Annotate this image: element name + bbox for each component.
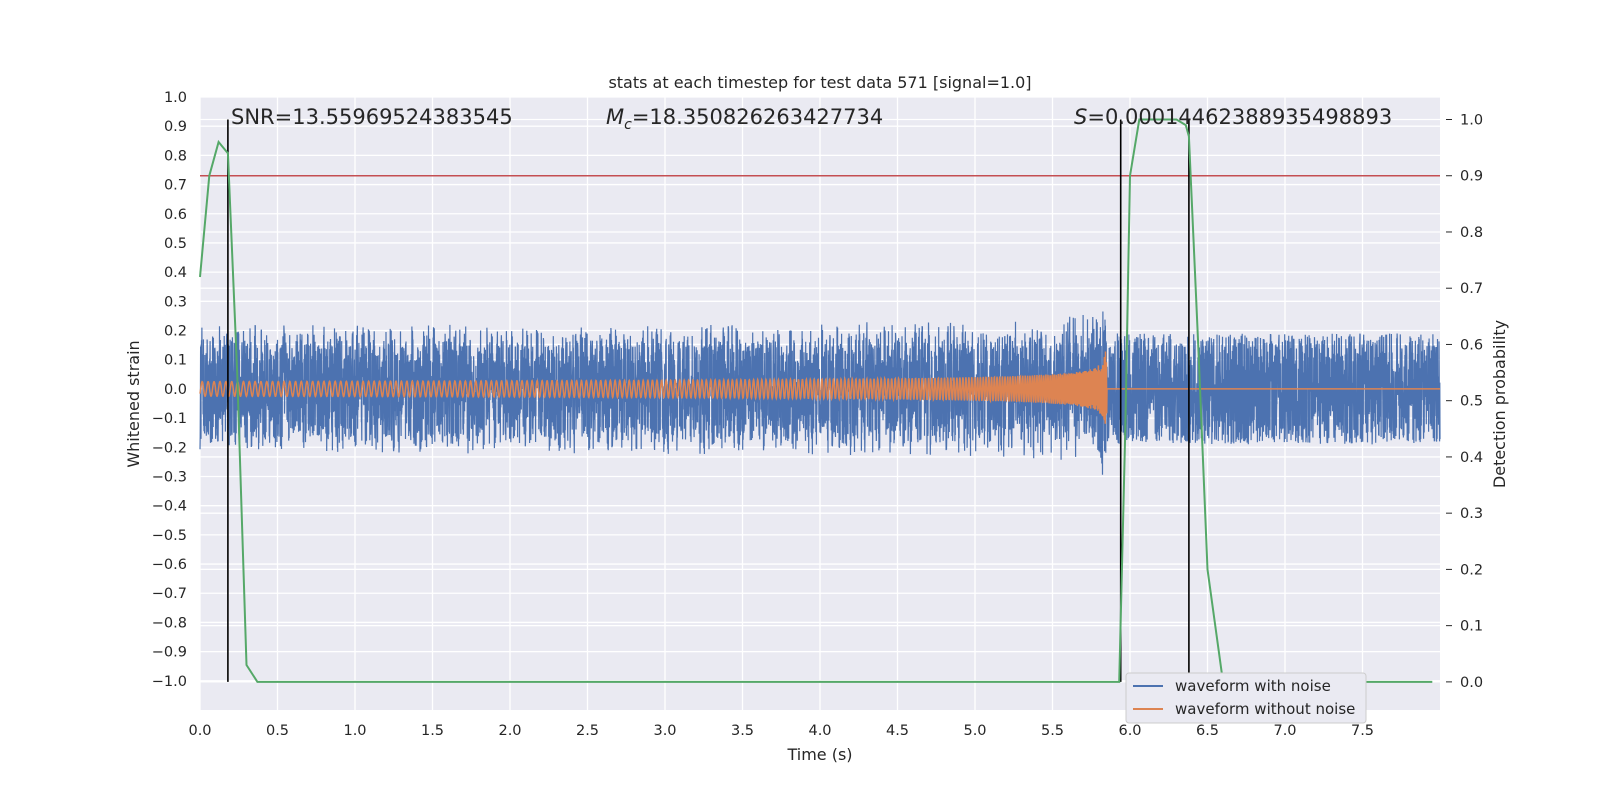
s-annotation: S=0.00014462388935498893 [1074,105,1392,129]
y-tick-label: 0.1 [164,353,187,369]
legend-label-waveform-without-noise: waveform without noise [1175,700,1355,718]
x-tick-label: 2.5 [576,723,599,739]
x-tick-label: 1.5 [421,723,444,739]
right-y-tick-label: 0.5 [1460,394,1483,410]
x-axis-label: Time (s) [786,745,852,764]
y-tick-label: −0.6 [152,557,187,573]
x-tick-label: 7.5 [1351,723,1374,739]
y-tick-label: −0.5 [152,528,187,544]
y-tick-label: 0.8 [164,148,187,164]
y-tick-label: −0.8 [152,615,187,631]
y-tick-label: 0.0 [164,382,187,398]
y-tick-label: 0.6 [164,207,187,223]
x-tick-label: 0.0 [188,723,211,739]
y-tick-label: −0.7 [152,586,187,602]
y-tick-labels: 1.0 0.9 0.8 0.7 0.6 0.5 0.4 0.3 0.2 0.1 0.0 −0.1 −0.… [152,90,187,690]
right-y-tick-label: 0.1 [1460,619,1483,635]
x-tick-label: 6.0 [1118,723,1141,739]
chirp-mass-value: =18.350826263427734 [632,105,883,129]
y-tick-label: −0.3 [152,469,187,485]
x-tick-label: 1.0 [343,723,366,739]
s-symbol: S [1074,105,1087,129]
snr-annotation: SNR=13.55969524383545 [231,105,513,129]
x-tick-labels: 0.0 0.5 1.0 1.5 2.0 2.5 3.0 3.5 4.0 4.5 5.0 5.5 6.0 6… [188,723,1374,739]
x-tick-label: 0.5 [266,723,289,739]
chart-title: stats at each timestep for test data 571… [608,73,1031,92]
series-detection-probability [199,118,1433,683]
chirp-mass-subscript: c [624,117,632,133]
y-tick-label: −1.0 [152,674,187,690]
right-y-tick-label: 0.2 [1460,562,1483,578]
legend-box [1125,672,1367,724]
right-y-tick-label: 0.3 [1460,506,1483,522]
right-y-tick-label: 0.7 [1460,281,1483,297]
y-tick-label: −0.1 [152,411,187,427]
y-axis-label: Whitened strain [124,340,143,467]
y-tick-label: −0.9 [152,645,187,661]
y-tick-label: 0.7 [164,178,187,194]
s-value: =0.00014462388935498893 [1087,105,1392,129]
y-tick-label: −0.2 [152,440,187,456]
legend: waveform with noise waveform without noi… [1125,672,1367,724]
right-y-tick-label: 0.6 [1460,337,1483,353]
y-tick-label: 0.5 [164,236,187,252]
right-y-tick-label: 0.4 [1460,450,1483,466]
right-y-tick-label: 0.9 [1460,169,1483,185]
y-tick-label: −0.4 [152,499,187,515]
legend-label-waveform-with-noise: waveform with noise [1175,677,1331,695]
series-waveform-without-noise [199,351,1440,424]
y-tick-label: 0.9 [164,119,187,135]
x-tick-label: 3.5 [731,723,754,739]
series-waveform-with-noise [199,311,1441,475]
x-tick-label: 3.0 [653,723,676,739]
right-y-tick-label: 1.0 [1460,112,1483,128]
chirp-mass-annotation: Mc=18.350826263427734 [606,105,883,133]
y-tick-label: 0.3 [164,294,187,310]
x-tick-label: 5.0 [963,723,986,739]
y-tick-label: 1.0 [164,90,187,106]
x-tick-label: 6.5 [1196,723,1219,739]
x-tick-label: 4.5 [886,723,909,739]
y-tick-label: 0.2 [164,324,187,340]
plot-area [199,118,1441,683]
right-y-axis-label: Detection probability [1490,320,1509,488]
x-tick-label: 5.5 [1041,723,1064,739]
x-tick-label: 2.0 [498,723,521,739]
x-tick-label: 4.0 [808,723,831,739]
right-y-tick-labels: 1.0 0.9 0.8 0.7 0.6 0.5 0.4 0.3 0.2 0.1 0.0 [1446,112,1483,691]
chirp-mass-symbol: M [606,105,624,129]
right-y-tick-label: 0.8 [1460,225,1483,241]
right-y-tick-label: 0.0 [1460,675,1483,691]
x-tick-label: 7.0 [1273,723,1296,739]
y-tick-label: 0.4 [164,265,187,281]
